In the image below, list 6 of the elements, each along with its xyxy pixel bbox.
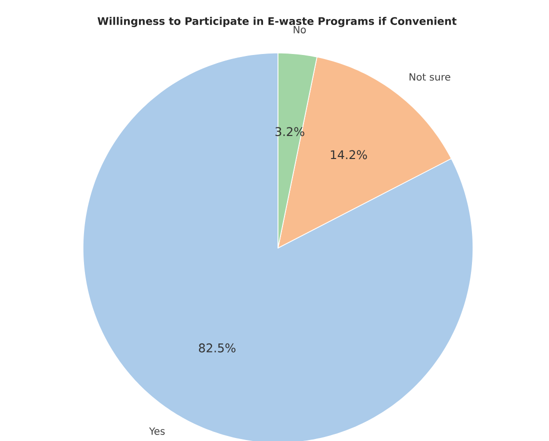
slice-label: Not sure — [410, 73, 450, 81]
chart-title: Willingness to Participate in E-waste Programs if Convenient — [98, 16, 456, 28]
slice-label: No — [294, 26, 306, 34]
data-label: 14.2% — [330, 150, 367, 160]
data-label: 82.5% — [198, 343, 236, 352]
slice-label: Yes — [149, 427, 165, 435]
